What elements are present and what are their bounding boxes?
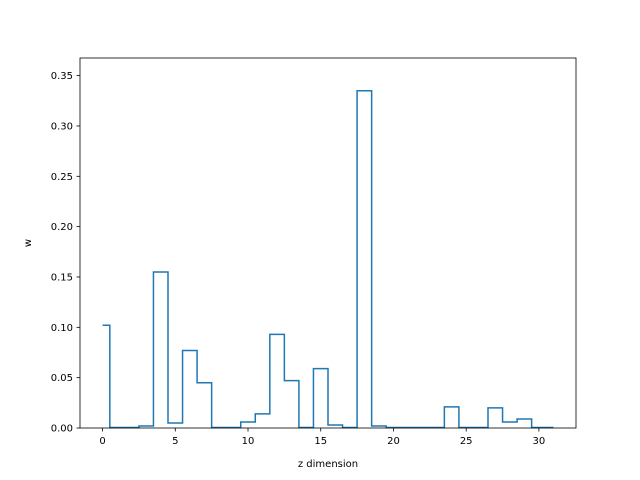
- y-axis-label: w: [23, 239, 34, 247]
- x-tick-label: 10: [242, 436, 255, 447]
- x-tick-label: 0: [99, 436, 105, 447]
- x-tick-label: 20: [387, 436, 400, 447]
- y-tick-label: 0.25: [51, 172, 73, 183]
- y-tick-label: 0.35: [51, 71, 73, 82]
- y-axis-ticks: 0.00 0.05 0.10 0.15 0.20 0.25 0.30 0.35: [51, 71, 80, 435]
- y-tick-label: 0.15: [51, 272, 73, 283]
- x-tick-label: 15: [314, 436, 327, 447]
- plot-frame: [79, 57, 577, 429]
- x-tick-label: 25: [460, 436, 473, 447]
- x-tick-label: 30: [533, 436, 546, 447]
- series-layer: [102, 89, 554, 429]
- x-tick-label: 5: [172, 436, 178, 447]
- plot-area: [80, 58, 576, 428]
- y-tick-label: 0.05: [51, 373, 73, 384]
- y-tick-label: 0.30: [51, 121, 73, 132]
- y-tick-label: 0.20: [51, 222, 73, 233]
- x-axis-label: z dimension: [298, 459, 358, 470]
- y-tick-label: 0.10: [51, 323, 73, 334]
- x-axis-ticks: 0 5 10 15 20 25 30: [99, 428, 545, 447]
- series-line-0: [102, 89, 554, 429]
- y-tick-label: 0.00: [51, 424, 73, 435]
